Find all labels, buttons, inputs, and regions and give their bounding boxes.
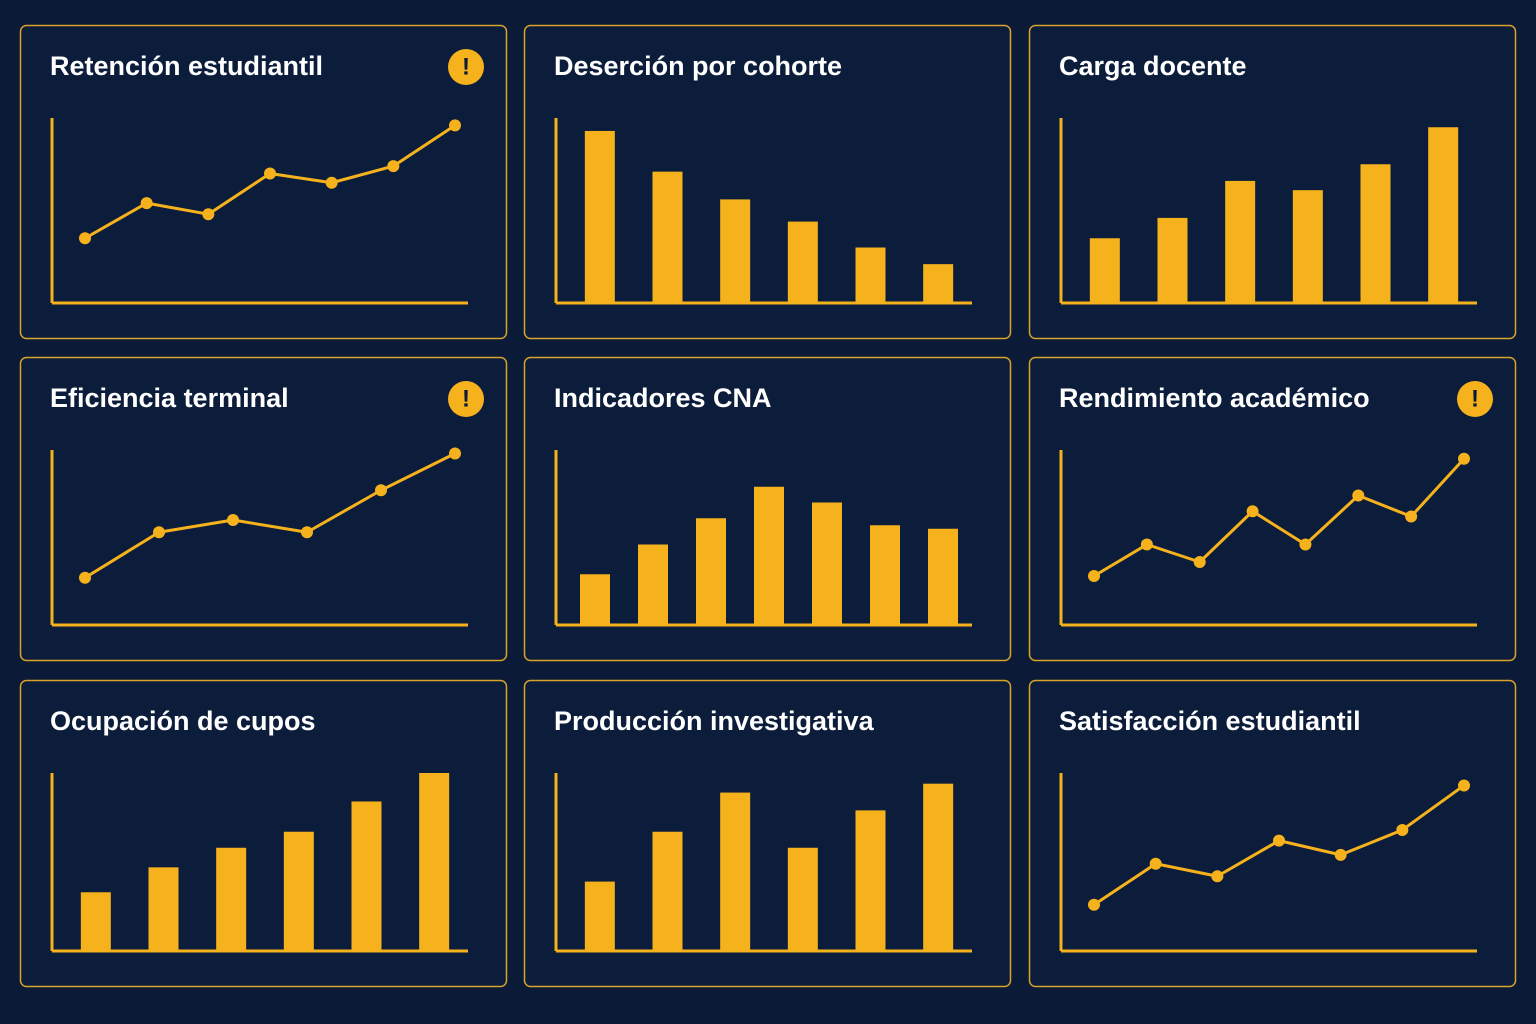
point	[301, 526, 313, 539]
alert-icon	[448, 381, 484, 417]
point	[449, 447, 461, 460]
point	[1334, 848, 1347, 861]
point	[1246, 505, 1259, 518]
point	[387, 160, 400, 173]
point	[1299, 538, 1312, 551]
bar	[855, 247, 886, 303]
bar	[1292, 190, 1323, 303]
panel-frame	[523, 679, 1012, 988]
panel-frame	[19, 24, 508, 340]
bar	[351, 801, 382, 951]
bar	[720, 792, 751, 951]
bar	[148, 867, 179, 951]
bar	[584, 881, 615, 951]
point	[202, 208, 215, 221]
bar	[584, 130, 615, 303]
point	[1088, 570, 1100, 582]
bar	[1225, 180, 1256, 303]
panel-title: Producción investigativa	[554, 706, 875, 736]
panel: Retención estudiantil!	[19, 24, 508, 340]
point	[375, 484, 387, 497]
bar	[283, 831, 314, 951]
panel-title: Ocupación de cupos	[50, 706, 316, 736]
point	[227, 514, 239, 526]
panel-title: Carga docente	[1059, 51, 1247, 81]
panel-frame	[19, 679, 508, 988]
point	[1211, 870, 1224, 883]
bar	[812, 502, 842, 625]
bar	[855, 810, 886, 951]
point	[1193, 556, 1206, 568]
point	[1273, 834, 1285, 847]
bar	[787, 847, 818, 951]
panel-title: Satisfacción estudiantil	[1059, 706, 1361, 736]
panel: Indicadores CNA	[523, 356, 1012, 662]
bar	[720, 199, 751, 303]
point	[1458, 779, 1470, 792]
point	[325, 176, 338, 189]
bar	[923, 264, 954, 303]
bar	[652, 831, 683, 951]
bar	[754, 486, 784, 625]
line	[84, 452, 456, 580]
panel-title: Rendimiento académico	[1059, 383, 1370, 413]
point	[449, 119, 461, 132]
panel: Producción investigativa	[523, 679, 1012, 988]
alert-text: !	[462, 54, 470, 81]
bar	[787, 221, 818, 303]
point	[1088, 898, 1100, 911]
panel: Eficiencia terminal!	[19, 356, 508, 662]
panel: Ocupación de cupos	[19, 679, 508, 988]
point	[264, 167, 276, 180]
bar	[1157, 217, 1188, 303]
alert-icon	[1457, 381, 1493, 417]
line	[1093, 457, 1466, 578]
bar	[419, 773, 450, 951]
point	[140, 197, 153, 210]
point	[1458, 452, 1470, 465]
panel: Rendimiento académico!	[1028, 356, 1517, 662]
bar	[870, 525, 900, 625]
panel-frame	[523, 24, 1012, 340]
panel-title: Retención estudiantil	[50, 51, 323, 81]
alert-text: !	[1471, 386, 1479, 413]
panel: Carga docente	[1028, 24, 1517, 340]
bar	[652, 171, 683, 303]
point	[1352, 489, 1365, 502]
point	[1396, 823, 1409, 836]
bar	[1089, 238, 1120, 303]
bar	[928, 528, 958, 625]
alert-icon	[448, 49, 484, 85]
bar	[1428, 127, 1459, 303]
bar	[638, 544, 668, 625]
panel-title: Eficiencia terminal	[50, 383, 289, 413]
bar	[580, 574, 610, 625]
point	[79, 232, 91, 245]
panel: Satisfacción estudiantil	[1028, 679, 1517, 988]
panel-frame	[1028, 24, 1517, 340]
point	[1140, 538, 1153, 551]
panel: Deserción por cohorte	[523, 24, 1012, 340]
bar	[216, 847, 247, 951]
point	[1405, 510, 1418, 523]
point	[1149, 857, 1162, 870]
panel-title: Indicadores CNA	[554, 383, 772, 413]
panel-title: Deserción por cohorte	[554, 51, 842, 81]
panel-frame	[1028, 356, 1517, 662]
bar	[696, 518, 726, 625]
alert-text: !	[462, 386, 470, 413]
bar	[80, 892, 111, 951]
point	[153, 526, 165, 539]
bar	[1360, 164, 1391, 303]
point	[79, 571, 91, 584]
panel-frame	[1028, 679, 1517, 988]
panel-frame	[19, 356, 508, 662]
bar	[923, 783, 954, 951]
